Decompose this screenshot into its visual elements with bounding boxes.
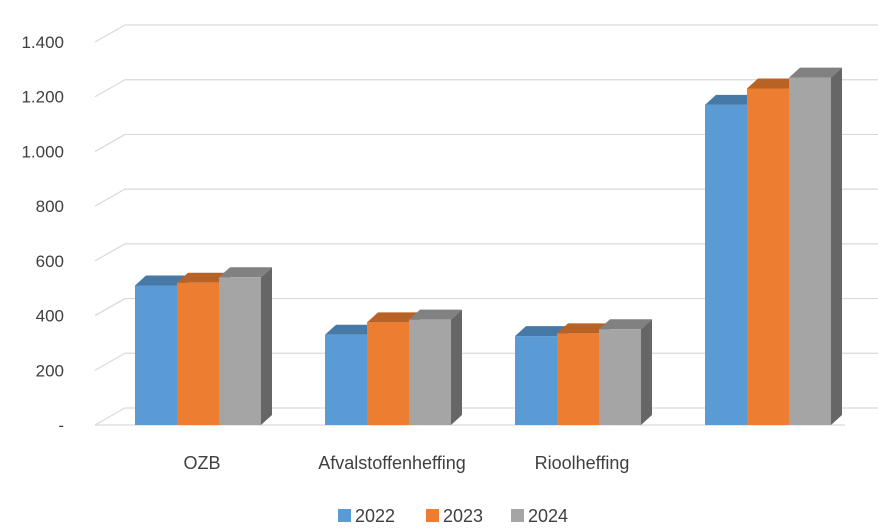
- y-tick-label: 200: [36, 361, 64, 380]
- category-label: Afvalstoffenheffing: [318, 453, 465, 473]
- bar-front: [557, 333, 599, 425]
- bar-top: [135, 275, 188, 286]
- bar-top: [177, 272, 230, 283]
- bar: [747, 78, 800, 425]
- gridline-wall-edge: [94, 188, 126, 207]
- y-axis-ticks: - 200 400 600 800 1.000 1.200 1.400: [21, 33, 64, 435]
- legend-item: 2023: [426, 506, 483, 526]
- bar-top: [599, 319, 652, 330]
- legend-swatch: [426, 509, 439, 522]
- bar-front: [325, 334, 367, 425]
- bars: [135, 67, 842, 426]
- bar-top: [557, 323, 610, 334]
- y-tick-label: 1.200: [21, 88, 64, 107]
- bar-side: [261, 267, 272, 425]
- category-label: Rioolheffing: [535, 453, 630, 473]
- bar-top: [219, 267, 272, 278]
- y-tick-label: 1.000: [21, 142, 64, 161]
- gridline-wall-edge: [94, 407, 126, 426]
- bar-front: [599, 329, 641, 425]
- legend-label: 2024: [528, 506, 568, 526]
- bar-front: [747, 88, 789, 425]
- gridline-wall-edge: [94, 133, 126, 152]
- bar-front: [789, 77, 831, 426]
- y-tick-label: 600: [36, 252, 64, 271]
- bar-front: [705, 104, 747, 426]
- bar-front: [177, 282, 219, 425]
- legend-item: 2022: [338, 506, 395, 526]
- legend-swatch: [511, 509, 524, 522]
- gridline-wall-edge: [94, 24, 126, 43]
- bar-side: [641, 319, 652, 425]
- bar: [789, 67, 842, 426]
- bar-top: [409, 309, 462, 320]
- bar-side: [451, 309, 462, 425]
- gridline-wall-edge: [94, 298, 126, 317]
- bar: [409, 309, 462, 425]
- bar-front: [367, 322, 409, 425]
- gridline-wall-edge: [94, 79, 126, 98]
- legend-item: 2024: [511, 506, 568, 526]
- y-tick-label: -: [58, 416, 64, 435]
- bar-top: [325, 324, 378, 335]
- y-tick-label: 1.400: [21, 33, 64, 52]
- bar-top: [705, 94, 758, 105]
- bar-front: [515, 336, 557, 425]
- legend-swatch: [338, 509, 351, 522]
- bar-front: [135, 285, 177, 425]
- bar-side: [831, 67, 842, 426]
- x-axis-categories: OZB Afvalstoffenheffing Rioolheffing: [183, 453, 629, 473]
- legend: 2022 2023 2024: [338, 506, 568, 526]
- legend-label: 2022: [355, 506, 395, 526]
- bar-front: [219, 277, 261, 425]
- gridline-wall-edge: [94, 352, 126, 371]
- gridline-wall-edge: [94, 243, 126, 262]
- bar: [219, 267, 272, 425]
- bar-top: [515, 326, 568, 337]
- y-tick-label: 800: [36, 197, 64, 216]
- bar-top: [367, 312, 420, 323]
- bar-front: [409, 319, 451, 425]
- bar-top: [789, 67, 842, 78]
- category-label: OZB: [183, 453, 220, 473]
- legend-label: 2023: [443, 506, 483, 526]
- bar: [599, 319, 652, 425]
- y-tick-label: 400: [36, 307, 64, 326]
- bar-top: [747, 78, 800, 89]
